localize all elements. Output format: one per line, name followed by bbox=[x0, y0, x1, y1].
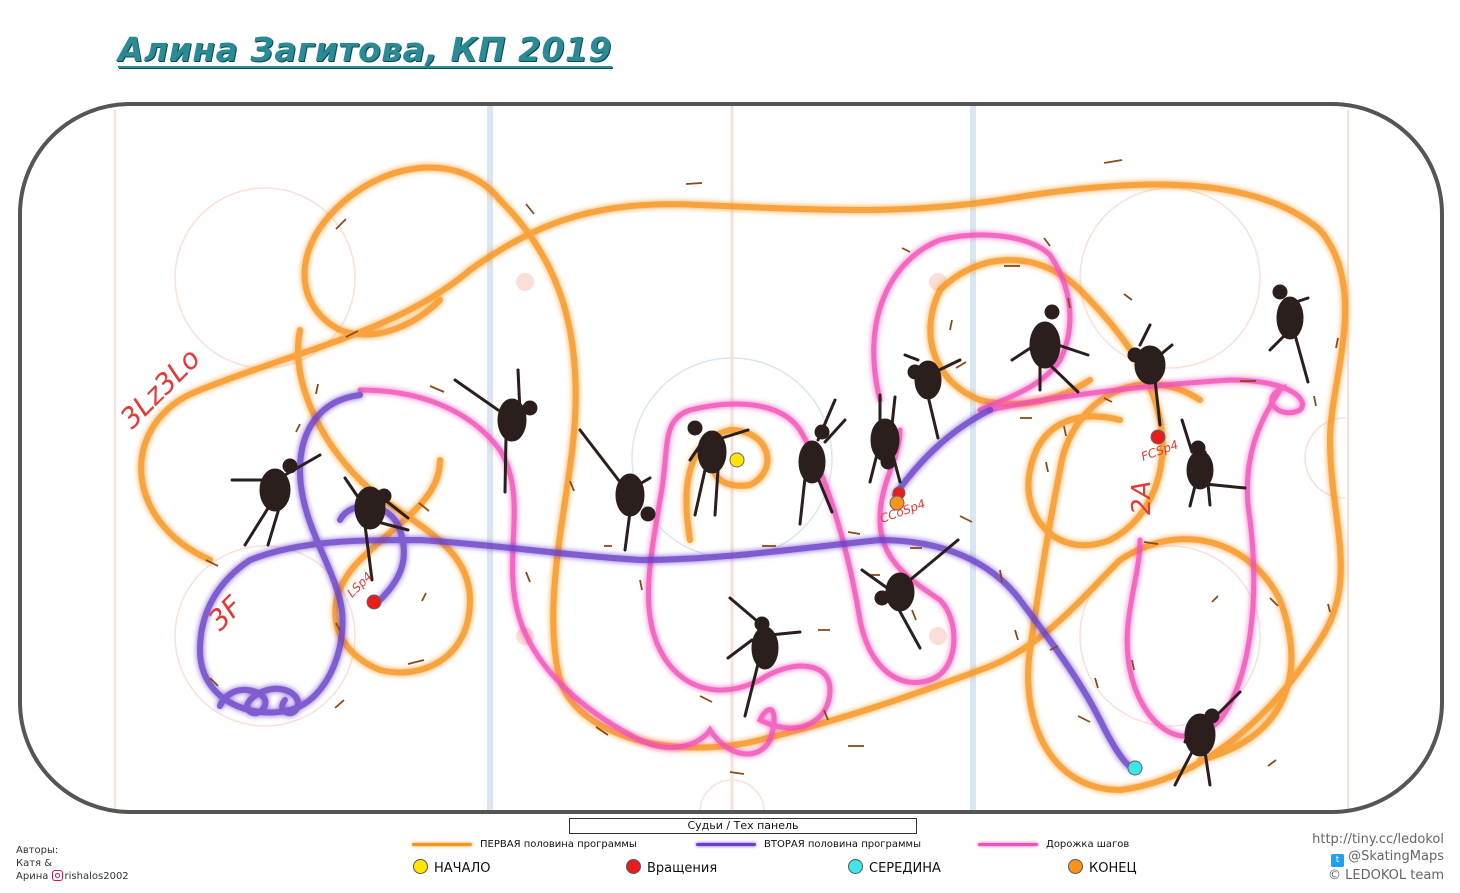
end-dot bbox=[1068, 859, 1083, 874]
legend-step-sequence: Дорожка шагов bbox=[978, 839, 1129, 850]
first-half-path bbox=[138, 164, 1349, 794]
first-half-swatch bbox=[412, 842, 472, 846]
credits-twitter[interactable]: @SkatingMaps bbox=[1348, 849, 1444, 864]
rink-boards bbox=[18, 102, 1444, 814]
label-3f: 3F bbox=[202, 589, 250, 637]
instagram-handle[interactable]: rishalos2002 bbox=[64, 871, 129, 882]
authors-label: Авторы: bbox=[16, 845, 59, 856]
judges-panel: Судьи / Тех панель bbox=[569, 818, 917, 834]
legend-second-half: ВТОРАЯ половина программы bbox=[696, 839, 921, 850]
authors-line1: Катя & bbox=[16, 858, 53, 869]
legend-first-half: ПЕРВАЯ половина программы bbox=[412, 839, 637, 850]
middle-dot bbox=[848, 859, 863, 874]
rink-markings bbox=[114, 104, 1349, 813]
direction-arrows bbox=[205, 159, 1339, 775]
twitter-icon: t bbox=[1331, 854, 1345, 867]
map-title: Алина Загитова, КП 2019 bbox=[118, 30, 612, 69]
skater-figures bbox=[230, 284, 1310, 787]
legend-start: НАЧАЛО bbox=[413, 859, 490, 876]
end-marker bbox=[889, 495, 905, 511]
credits-team: © LEDOKOL team bbox=[1328, 868, 1444, 883]
second-half-swatch bbox=[696, 842, 756, 846]
legend-spins: Вращения bbox=[626, 859, 717, 876]
label-2a: 2A bbox=[1127, 481, 1157, 515]
credits-url[interactable]: http://tiny.cc/ledokol bbox=[1312, 832, 1444, 847]
start-dot bbox=[413, 859, 428, 874]
spins-dot bbox=[626, 859, 641, 874]
authors-block: Авторы: Катя & Арина rishalos2002 bbox=[16, 844, 129, 883]
spin-marker-lsp bbox=[366, 594, 382, 610]
step-sequence-swatch bbox=[978, 842, 1038, 846]
legend-end: КОНЕЦ bbox=[1068, 859, 1137, 876]
start-marker bbox=[729, 452, 745, 468]
legend-middle: СЕРЕДИНА bbox=[848, 859, 941, 876]
authors-line2: Арина bbox=[16, 871, 49, 882]
spin-marker-fcsp bbox=[1150, 429, 1166, 445]
step-sequence-path bbox=[357, 232, 1305, 757]
credits-block: http://tiny.cc/ledokol t @SkatingMaps © L… bbox=[1312, 831, 1444, 884]
middle-marker bbox=[1127, 760, 1143, 776]
instagram-icon bbox=[51, 870, 63, 881]
